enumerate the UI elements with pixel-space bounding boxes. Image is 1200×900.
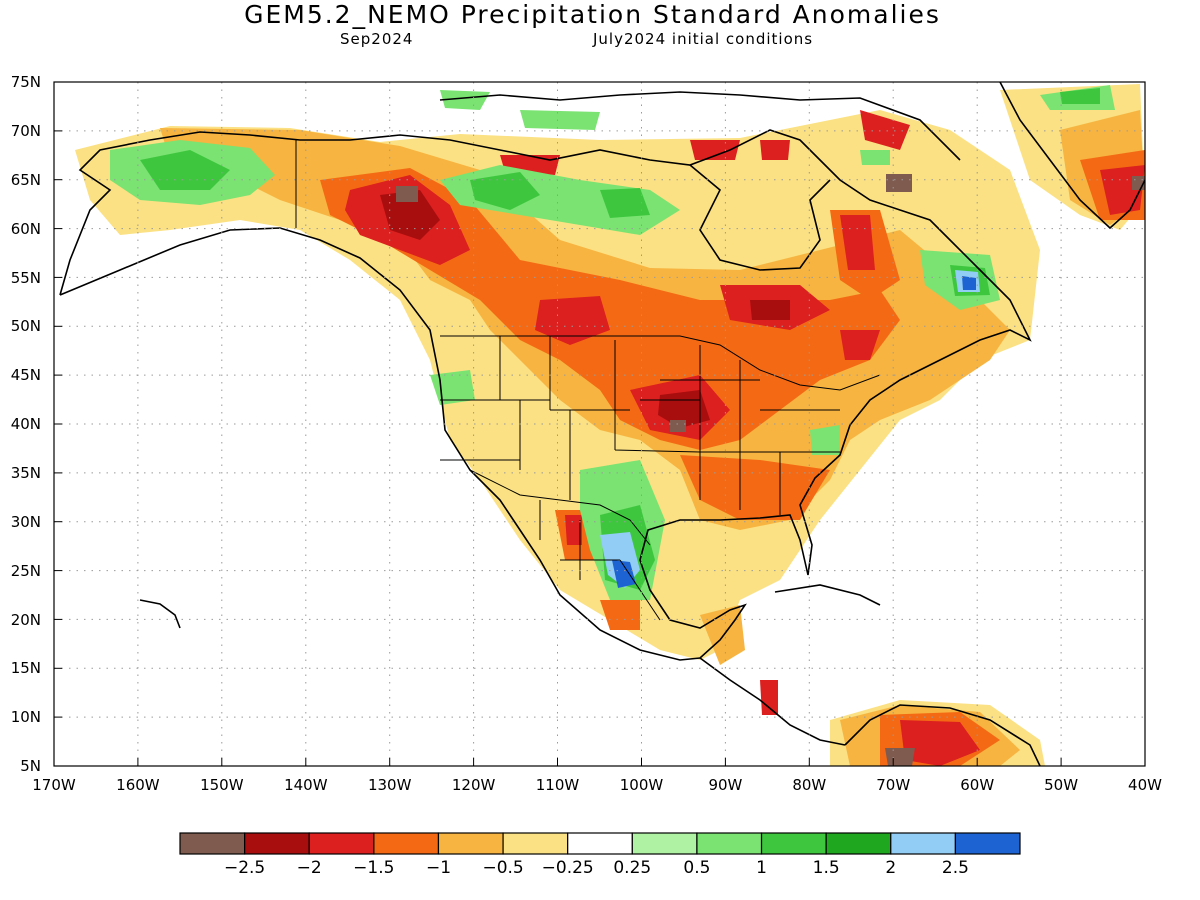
colorbar-swatch <box>437 832 504 855</box>
valid-month-label: Sep2024 <box>340 30 414 48</box>
colorbar-label: −0.25 <box>542 858 594 878</box>
colorbar-labels: −2.5 −2 −1.5 −1 −0.5 −0.25 0.25 0.5 1 1.… <box>224 858 969 878</box>
political-borders <box>295 140 881 621</box>
longitude-labels: 170W 160W 150W 140W 130W 120W 110W 100W … <box>32 776 1162 794</box>
lat-label: 70N <box>11 122 41 140</box>
lat-label: 30N <box>11 513 41 531</box>
colorbar-swatch <box>890 832 956 855</box>
colorbar-swatch <box>696 832 763 855</box>
lon-label: 150W <box>200 776 244 794</box>
lat-label: 35N <box>11 464 41 482</box>
colorbar-swatch <box>631 832 698 855</box>
colorbar-swatch <box>760 832 827 855</box>
arctic-islands-coastline <box>439 91 961 161</box>
lon-label: 100W <box>620 776 664 794</box>
us-canada-border <box>440 335 881 391</box>
lat-label: 10N <box>11 708 41 726</box>
lat-label: 75N <box>11 73 41 91</box>
colorbar: −2.5 −2 −1.5 −1 −0.5 −0.25 0.25 0.5 1 1.… <box>179 832 1021 878</box>
colorbar-swatch <box>308 832 375 855</box>
anomaly-layer-extreme-wet <box>612 276 976 588</box>
colorbar-swatch <box>373 832 440 855</box>
lat-label: 5N <box>20 757 41 775</box>
lat-label: 25N <box>11 562 41 580</box>
colorbar-label: −0.5 <box>482 858 523 878</box>
colorbar-label: −2 <box>297 858 322 878</box>
us-state-lines-west <box>440 336 701 500</box>
lon-label: 90W <box>708 776 742 794</box>
lon-label: 140W <box>284 776 328 794</box>
colorbar-swatch <box>825 832 892 855</box>
anomaly-layer-extreme <box>396 174 1145 766</box>
colorbar-swatch <box>502 832 569 855</box>
lon-label: 120W <box>452 776 496 794</box>
mexico-state-lines <box>539 500 661 621</box>
colorbar-label: 2.5 <box>942 858 969 878</box>
lat-label: 15N <box>11 659 41 677</box>
colorbar-label: 1 <box>756 858 767 878</box>
lon-label: 110W <box>536 776 580 794</box>
lon-label: 130W <box>368 776 412 794</box>
colorbar-label: 0.25 <box>613 858 651 878</box>
map-title: GEM5.2_NEMO Precipitation Standard Anoma… <box>244 0 941 29</box>
central-america-coastline <box>699 657 846 746</box>
hudson-bay-coastline <box>689 164 831 271</box>
colorbar-swatch <box>244 832 310 855</box>
latitude-labels: 75N 70N 65N 60N 55N 50N 45N 40N 35N 30N … <box>11 73 41 775</box>
colorbar-swatch <box>567 832 633 855</box>
lat-label: 40N <box>11 415 41 433</box>
north-america-coastline <box>59 129 1032 661</box>
hawaii-islands <box>139 599 181 629</box>
lon-label: 70W <box>876 776 910 794</box>
colorbar-label: 0.5 <box>683 858 710 878</box>
greenland-coastline <box>999 82 1145 230</box>
axis-ticks <box>54 81 1062 766</box>
colorbar-swatch <box>954 832 1021 855</box>
map-graticule <box>54 82 1145 766</box>
lat-label: 45N <box>11 366 41 384</box>
colorbar-label: 2 <box>885 858 896 878</box>
lon-label: 170W <box>32 776 76 794</box>
lon-label: 60W <box>960 776 994 794</box>
us-state-lines-east <box>640 345 840 515</box>
lat-label: 50N <box>11 317 41 335</box>
lat-label: 55N <box>11 269 41 287</box>
lon-label: 160W <box>116 776 160 794</box>
lon-label: 80W <box>792 776 826 794</box>
lon-label: 50W <box>1044 776 1078 794</box>
us-mexico-border <box>469 469 651 546</box>
colorbar-swatch <box>179 832 246 855</box>
colorbar-label: −2.5 <box>224 858 265 878</box>
coastlines <box>59 82 1145 766</box>
south-america-coastline <box>844 704 1041 766</box>
lat-label: 60N <box>11 220 41 238</box>
colorbar-swatches <box>179 832 1021 855</box>
lat-label: 65N <box>11 171 41 189</box>
initial-conditions-label: July2024 initial conditions <box>593 30 814 48</box>
anomaly-shading <box>75 84 1145 766</box>
lon-label: 40W <box>1128 776 1162 794</box>
colorbar-label: −1.5 <box>353 858 394 878</box>
colorbar-label: 1.5 <box>813 858 840 878</box>
colorbar-label: −1 <box>426 858 451 878</box>
lat-label: 20N <box>11 611 41 629</box>
cuba-coastline <box>774 584 881 606</box>
